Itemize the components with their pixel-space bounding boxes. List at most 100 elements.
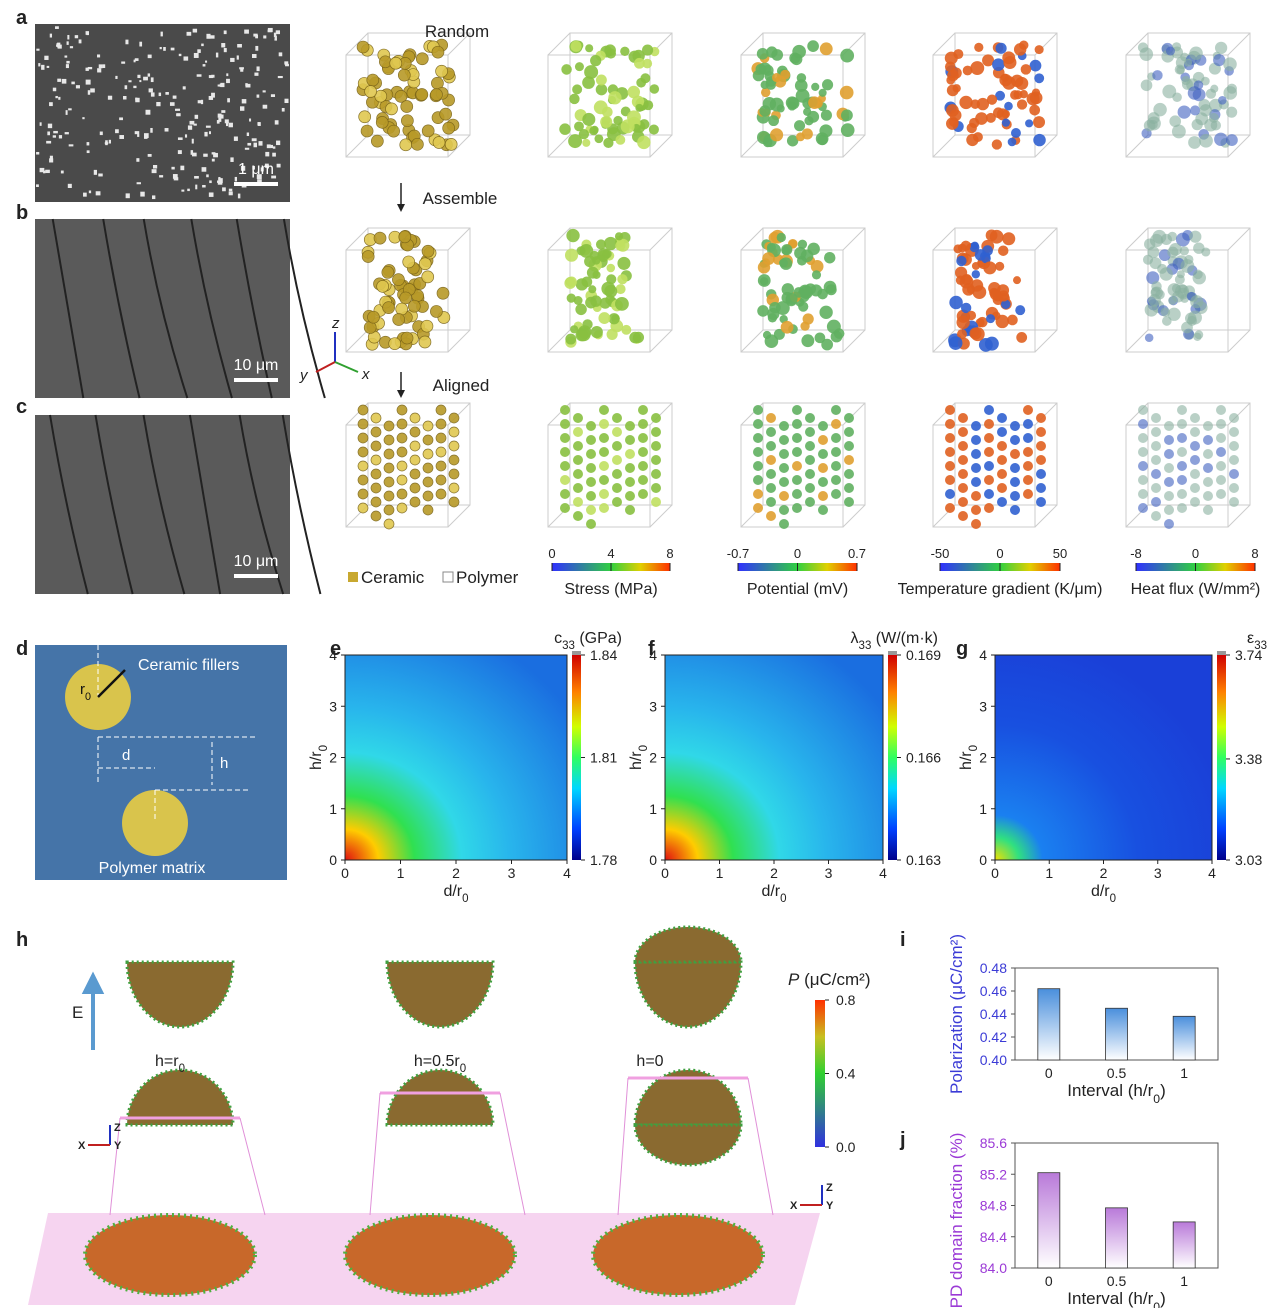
filler-sphere — [786, 293, 798, 305]
sem-particle — [115, 129, 119, 133]
filler-sphere — [1139, 47, 1153, 61]
sem-particle — [173, 96, 177, 99]
filler-sphere — [804, 116, 813, 125]
filler-sphere — [1188, 311, 1202, 325]
filler-sphere — [844, 455, 854, 465]
map-title-rest: (GPa) — [575, 630, 622, 647]
filler-sphere — [374, 232, 386, 244]
filler-sphere — [612, 497, 622, 507]
sem-particle — [66, 61, 69, 64]
structure-label: Random — [425, 22, 489, 41]
filler-sphere — [393, 313, 405, 325]
sem-particle — [165, 92, 168, 95]
bar — [1038, 1173, 1060, 1268]
filler-sphere — [971, 421, 981, 431]
sem-particle — [137, 182, 141, 184]
filler-sphere — [371, 455, 381, 465]
filler-sphere — [762, 252, 775, 265]
sem-particle — [137, 75, 140, 78]
filler-sphere — [436, 447, 446, 457]
y-axis-label-sub: 0 — [318, 745, 330, 751]
colorbar-tick-label: 1.78 — [590, 852, 617, 868]
filler-sphere — [625, 449, 635, 459]
y-tick-label: 1 — [649, 801, 657, 817]
sem-particle — [75, 35, 78, 38]
filler-sphere — [638, 447, 648, 457]
filler-sphere — [617, 257, 630, 270]
filler-sphere — [410, 469, 420, 479]
filler-sphere — [805, 483, 815, 493]
filler-sphere — [586, 519, 596, 529]
sem-particle — [221, 43, 225, 47]
x-tick-label: 3 — [508, 865, 516, 881]
y-tick-label: 0 — [329, 852, 337, 868]
filler-sphere — [1020, 90, 1028, 98]
filler-sphere — [1138, 405, 1148, 415]
colorbar-tick-label: 0.0 — [836, 1139, 856, 1155]
sem-particle — [98, 173, 102, 176]
y-tick-label: 4 — [979, 647, 987, 663]
filler-sphere — [792, 461, 802, 471]
sem-particle — [276, 30, 280, 34]
filler-sphere — [357, 41, 369, 53]
filler-sphere — [384, 463, 394, 473]
sem-particle — [139, 42, 142, 47]
sem-particle — [40, 168, 45, 172]
sem-particle — [173, 174, 178, 179]
sem-particle — [267, 144, 271, 148]
sem-particle — [105, 140, 108, 145]
filler-sphere — [591, 326, 603, 338]
filler-sphere — [436, 405, 446, 415]
filler-sphere — [586, 463, 596, 473]
y-tick-label: 84.0 — [980, 1260, 1007, 1276]
filler-sphere — [971, 477, 981, 487]
filler-sphere — [604, 285, 617, 298]
filler-sphere — [422, 125, 434, 137]
sem-particle — [229, 123, 233, 128]
x-axis-label-rest: ) — [1160, 1081, 1166, 1100]
filler-sphere — [970, 99, 980, 109]
filler-sphere — [1216, 419, 1226, 429]
y-tick-label: 4 — [329, 647, 337, 663]
filler-sphere — [423, 463, 433, 473]
y-axis-label: Polarization (μC/cm²) — [947, 934, 966, 1094]
axis-label: Z — [114, 1122, 121, 1134]
filler-sphere — [625, 463, 635, 473]
filler-sphere — [1030, 92, 1043, 105]
filler-sphere — [958, 483, 968, 493]
sem-particle — [229, 191, 233, 195]
sem-particle — [224, 30, 227, 34]
filler-sphere — [1138, 461, 1148, 471]
filler-sphere — [753, 489, 763, 499]
filler-sphere — [1164, 477, 1174, 487]
filler-sphere — [808, 96, 821, 109]
filler-sphere — [376, 116, 388, 128]
filler-sphere — [1010, 449, 1020, 459]
axis-label: Z — [826, 1182, 833, 1194]
y-tick-label: 3 — [329, 698, 337, 714]
filler-sphere — [612, 483, 622, 493]
filler-sphere — [371, 441, 381, 451]
filler-sphere — [1036, 469, 1046, 479]
sem-particle — [97, 68, 101, 72]
h-label-sub: 0 — [460, 1063, 466, 1075]
filler-sphere — [1002, 119, 1010, 127]
y-axis-label: h/r0 — [628, 745, 650, 770]
filler-sphere — [410, 413, 420, 423]
sem-particle — [55, 96, 57, 98]
filler-sphere — [1223, 57, 1237, 71]
filler-sphere — [423, 491, 433, 501]
colorbar-tick-label: 0.7 — [848, 546, 866, 561]
filler-sphere — [573, 441, 583, 451]
filler-sphere — [410, 427, 420, 437]
colorbar-title: Stress (MPa) — [564, 581, 657, 598]
y-tick-label: 2 — [979, 750, 987, 766]
filler-sphere — [768, 115, 779, 126]
filler-sphere — [971, 435, 981, 445]
filler-sphere — [1001, 74, 1009, 82]
sem-particle — [136, 158, 139, 162]
filler-sphere — [956, 256, 966, 266]
filler-sphere — [951, 67, 962, 78]
x-axis-label-sub: 0 — [462, 893, 468, 905]
sem-particle — [277, 164, 281, 168]
